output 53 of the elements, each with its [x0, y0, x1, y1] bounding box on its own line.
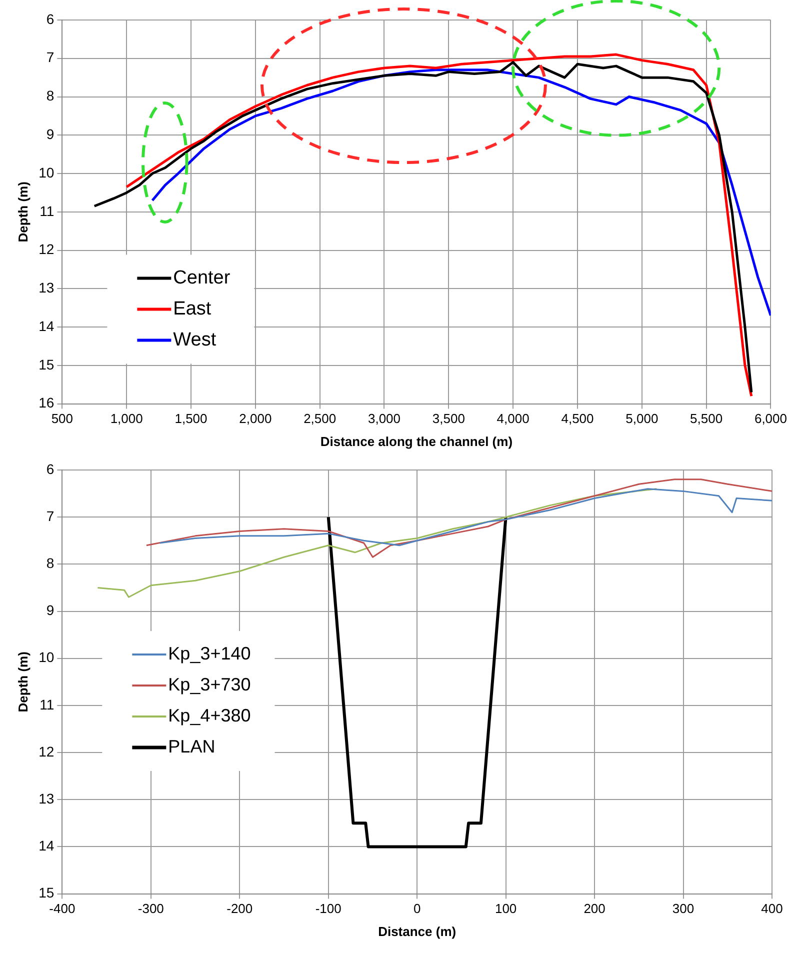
y-tick-label: 14	[38, 838, 54, 854]
y-tick-label: 7	[46, 508, 54, 524]
y-tick-label: 8	[46, 555, 54, 572]
x-tick-label: 6,000	[754, 411, 788, 426]
legend-label: Kp_4+380	[168, 706, 251, 726]
legend-label: East	[173, 298, 212, 320]
y-tick-label: 15	[38, 884, 54, 901]
legend-label: West	[173, 330, 217, 351]
x-tick-label: 1,500	[174, 411, 208, 426]
x-tick-label: 2,500	[304, 411, 336, 426]
y-tick-label: 12	[38, 743, 54, 760]
x-tick-label: 400	[761, 901, 783, 916]
y-tick-label: 10	[38, 649, 54, 666]
x-tick-label: 200	[584, 901, 606, 916]
legend-label: Center	[173, 268, 231, 289]
y-tick-label: 13	[38, 280, 54, 296]
x-tick-label: 5,500	[690, 411, 723, 426]
x-axis-title: Distance (m)	[378, 924, 456, 939]
y-tick-label: 9	[46, 126, 54, 142]
legend-label: PLAN	[168, 736, 216, 757]
y-tick-label: 6	[46, 10, 54, 27]
y-axis-title: Depth (m)	[15, 652, 30, 712]
x-tick-label: 500	[51, 411, 74, 426]
x-axis-title: Distance along the channel (m)	[320, 434, 513, 449]
x-tick-label: 4,000	[496, 411, 530, 426]
legend-label: Kp_3+140	[168, 644, 251, 664]
x-tick-label: 100	[494, 901, 517, 916]
y-tick-label: 6	[46, 460, 54, 477]
x-tick-label: -300	[138, 901, 164, 916]
x-tick-label: -100	[315, 901, 342, 916]
y-tick-label: 11	[40, 696, 54, 712]
legend-label: Kp_3+730	[168, 674, 251, 695]
x-tick-label: 3,000	[368, 411, 401, 426]
y-tick-label: 11	[40, 202, 54, 219]
y-axis-title: Depth (m)	[15, 182, 30, 242]
y-tick-label: 13	[38, 790, 54, 806]
x-tick-label: -400	[49, 901, 76, 916]
y-tick-label: 14	[38, 318, 54, 334]
y-tick-label: 8	[46, 88, 54, 104]
y-tick-label: 7	[46, 49, 54, 66]
y-tick-label: 10	[38, 164, 54, 180]
x-tick-label: 4,500	[561, 411, 594, 426]
x-tick-label: 2,000	[239, 411, 272, 426]
x-tick-label: 3,500	[432, 411, 465, 426]
y-tick-label: 15	[38, 356, 54, 372]
x-tick-label: 0	[413, 901, 421, 916]
x-tick-label: -200	[226, 901, 253, 916]
y-tick-label: 9	[46, 602, 54, 618]
x-tick-label: 300	[672, 901, 694, 916]
y-tick-label: 12	[38, 241, 54, 258]
x-tick-label: 5,000	[626, 411, 658, 426]
y-tick-label: 16	[38, 394, 54, 411]
x-tick-label: 1,000	[110, 411, 143, 426]
